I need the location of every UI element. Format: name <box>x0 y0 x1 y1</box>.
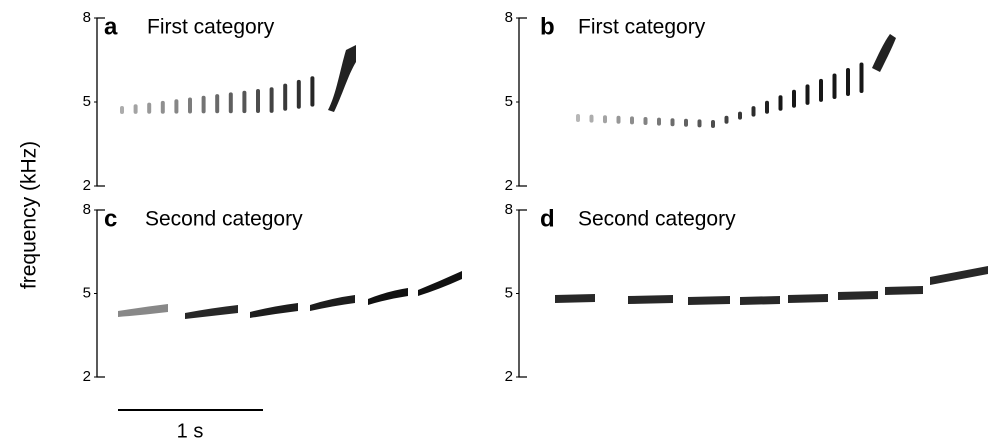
syllable <box>242 90 247 114</box>
syllable <box>133 104 138 114</box>
y-axis <box>518 17 527 187</box>
panel-title: First category <box>578 16 706 39</box>
syllable <box>118 304 168 317</box>
syllable <box>643 117 648 125</box>
syllable <box>120 106 124 114</box>
syllable <box>697 119 702 128</box>
syllable <box>215 94 220 114</box>
syllable <box>628 295 673 304</box>
y-axis <box>96 17 105 187</box>
y-axis-label: frequency (kHz) <box>18 141 41 289</box>
panel-letter: d <box>540 205 555 232</box>
panel-letter: a <box>104 13 118 40</box>
syllable <box>174 99 179 114</box>
syllable <box>724 115 729 124</box>
syllable <box>738 111 742 120</box>
scale-bar-label: 1 s <box>177 420 204 442</box>
syllable <box>283 83 288 111</box>
panel-title: Second category <box>145 208 303 231</box>
syllable <box>838 291 878 300</box>
syllable <box>296 79 301 109</box>
y-tick-label: 2 <box>83 368 91 385</box>
syllable <box>185 305 238 319</box>
syllable <box>160 100 165 114</box>
syllable <box>328 45 356 112</box>
syllable <box>859 62 864 94</box>
syllable <box>872 34 896 72</box>
syllable <box>740 296 780 305</box>
syllable <box>846 68 850 96</box>
y-tick-label: 5 <box>505 284 513 301</box>
syllable <box>751 106 756 117</box>
syllable <box>310 295 355 311</box>
y-tick-label: 5 <box>83 284 91 301</box>
y-tick-label: 8 <box>505 9 513 26</box>
syllable <box>670 118 675 127</box>
syllable <box>885 286 923 295</box>
syllable <box>765 100 769 114</box>
syllable <box>788 294 828 303</box>
syllable <box>819 78 823 102</box>
y-tick-label: 2 <box>83 177 91 194</box>
syllable <box>832 73 837 99</box>
syllable <box>657 117 661 126</box>
panel-letter: b <box>540 13 555 40</box>
y-tick-label: 8 <box>505 201 513 218</box>
y-tick-label: 5 <box>83 93 91 110</box>
y-tick-label: 8 <box>83 201 91 218</box>
syllable <box>930 266 988 285</box>
y-tick-label: 2 <box>505 177 513 194</box>
syllable <box>555 294 595 303</box>
syllable <box>147 102 152 114</box>
syllable <box>418 271 462 296</box>
syllable <box>310 76 315 107</box>
syllable <box>684 118 688 127</box>
syllable <box>269 87 274 113</box>
syllable <box>228 92 233 114</box>
panel-title: Second category <box>578 208 736 231</box>
y-axis <box>96 209 105 378</box>
syllable <box>603 115 607 124</box>
syllable <box>250 303 298 318</box>
y-tick-label: 8 <box>83 9 91 26</box>
syllable <box>368 288 408 305</box>
syllable <box>630 116 634 125</box>
panel-letter: c <box>104 205 117 232</box>
y-axis <box>518 209 527 378</box>
syllable <box>201 95 206 114</box>
panel-title: First category <box>147 16 275 39</box>
syllable <box>576 114 580 122</box>
syllable <box>589 114 594 123</box>
syllable <box>711 120 715 128</box>
y-tick-label: 5 <box>505 93 513 110</box>
syllable <box>616 115 621 124</box>
syllable <box>778 95 783 111</box>
syllable <box>792 89 796 108</box>
syllable <box>805 84 810 105</box>
syllable <box>188 97 192 114</box>
syllable <box>688 296 730 305</box>
syllable <box>256 89 260 113</box>
y-tick-label: 2 <box>505 368 513 385</box>
